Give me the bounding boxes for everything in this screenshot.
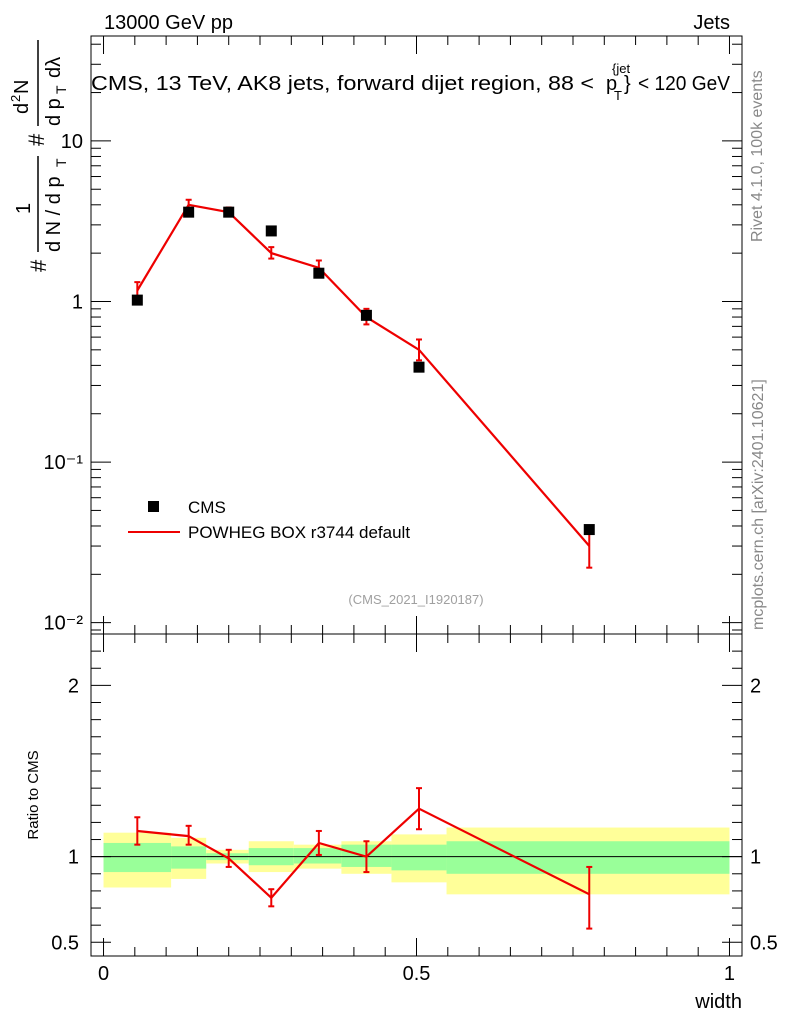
ratio-y-tick-label-right: 2 — [750, 675, 761, 697]
y-tick-label: 1 — [72, 291, 83, 313]
main-ylabel-hash2: # — [24, 133, 49, 146]
ratio-ylabel: Ratio to CMS — [25, 750, 42, 839]
main-title-p: p — [606, 73, 617, 95]
ratio-y-ticks: 0.5 0.5 1 1 2 2 — [51, 650, 778, 954]
cms-data-point — [583, 524, 595, 536]
cms-data-point — [265, 225, 277, 237]
main-ylabel-T2: T — [53, 85, 69, 94]
main-title-sup: {jet — [612, 61, 630, 76]
analysis-watermark: (CMS_2021_I1920187) — [348, 592, 483, 607]
ratio-y-tick-label-left: 2 — [68, 675, 79, 697]
main-ylabel-one: 1 — [13, 203, 35, 214]
x-tick-label: 0.5 — [403, 963, 431, 985]
ratio-y-tick-label-right: 0.5 — [750, 932, 778, 954]
main-ylabel-dlambda: dλ — [43, 57, 65, 78]
ratio-series — [134, 787, 593, 930]
main-title-tail: < 120 GeV — [638, 73, 731, 95]
powheg-line — [136, 203, 591, 547]
y-tick-label: 10⁻¹ — [44, 452, 84, 474]
ratio-bands — [91, 827, 742, 895]
rivet-label: Rivet 4.1.0, 100k events — [749, 70, 766, 242]
legend-cms-marker — [148, 501, 159, 512]
ratio-y-tick-label-right: 1 — [750, 847, 761, 869]
legend: CMS POWHEG BOX r3744 default — [128, 498, 410, 542]
main-title-sub: T — [614, 88, 622, 103]
main-title-close: } — [624, 73, 631, 95]
cms-data-point — [223, 206, 235, 218]
legend-cms-label: CMS — [188, 498, 226, 517]
cms-data-point — [183, 206, 195, 218]
main-ylabel: # 1 d N / d p T # d 2 N d p T dλ — [8, 40, 69, 272]
uncertainty-band-inner — [103, 842, 172, 873]
legend-powheg-label: POWHEG BOX r3744 default — [188, 523, 410, 542]
ratio-y-tick-label-left: 0.5 — [51, 932, 79, 954]
x-axis-label: width — [694, 991, 742, 1013]
cms-data-point — [360, 309, 372, 321]
ratio-y-tick-label-left: 1 — [68, 847, 79, 869]
header-right: Jets — [693, 12, 730, 34]
uncertainty-band-inner — [171, 846, 207, 869]
uncertainty-band-inner — [446, 841, 730, 874]
uncertainty-band-inner — [391, 844, 447, 871]
main-ylabel-d2N-d: d — [11, 103, 33, 114]
main-ylabel-T1: T — [53, 158, 69, 167]
ratio-plot-frame — [90, 633, 743, 957]
main-title: CMS, 13 TeV, AK8 jets, forward dijet reg… — [91, 61, 731, 103]
x-tick-label: 1 — [724, 963, 735, 985]
main-ylabel-dN-dpT: d N / d p — [43, 176, 65, 252]
main-ylabel-d-pT: d p — [43, 98, 65, 126]
header-left: 13000 GeV pp — [104, 12, 233, 34]
main-y-ticks: 10⁻² 10⁻¹ 1 10 — [44, 43, 742, 635]
main-series — [131, 198, 595, 569]
cms-data-point — [313, 267, 325, 279]
main-plot-frame — [90, 35, 743, 635]
y-tick-label: 10⁻² — [44, 613, 84, 635]
main-title-text: CMS, 13 TeV, AK8 jets, forward dijet reg… — [91, 73, 594, 95]
ratio-line — [137, 807, 590, 900]
cms-data-point — [131, 294, 143, 306]
x-tick-label: 0 — [98, 963, 109, 985]
ratio-x-ticks: 0 0.5 1 — [98, 634, 735, 985]
mcplots-label: mcplots.cern.ch [arXiv:2401.10621] — [750, 379, 767, 630]
y-tick-label: 10 — [61, 131, 83, 153]
main-ylabel-d2N-2: 2 — [8, 95, 23, 102]
main-x-ticks — [103, 36, 730, 634]
cms-data-point — [413, 361, 425, 373]
main-ylabel-hash1: # — [26, 259, 51, 272]
main-ylabel-d2N-N: N — [11, 80, 33, 94]
